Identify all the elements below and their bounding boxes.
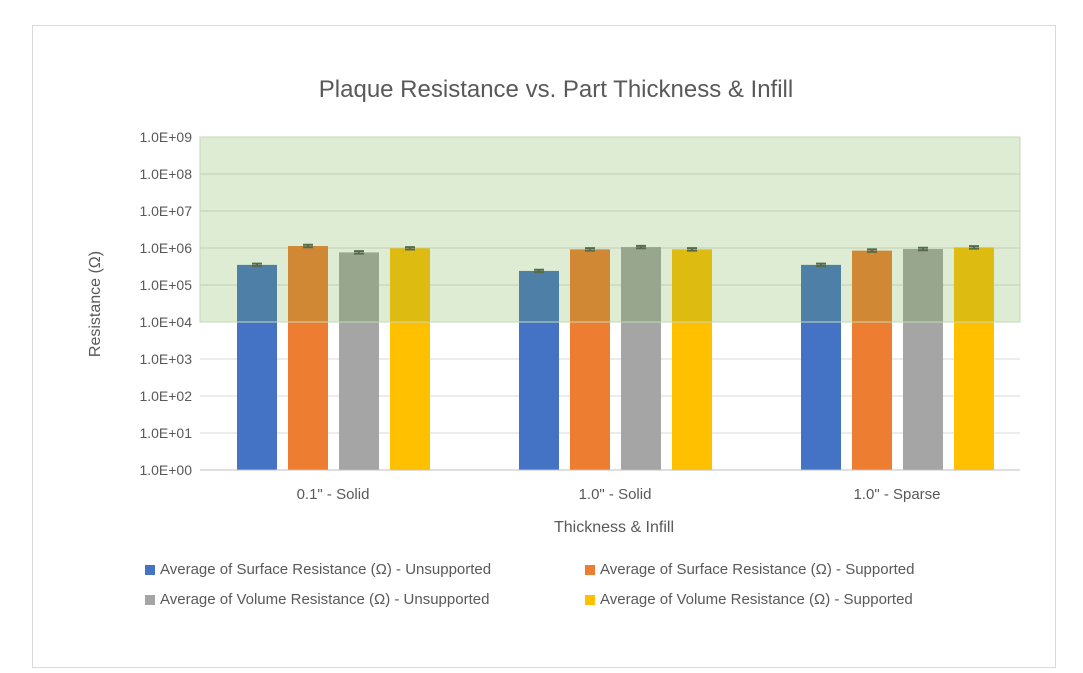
error-bar	[816, 262, 826, 268]
y-tick-label: 1.0E+06	[139, 240, 192, 256]
legend-swatch	[145, 594, 155, 605]
y-tick-label: 1.0E+08	[139, 166, 192, 182]
error-bar	[303, 243, 313, 249]
error-bar	[405, 246, 415, 251]
legend-item: Average of Volume Resistance (Ω) - Unsup…	[145, 591, 489, 608]
bar	[903, 248, 943, 470]
shaded-band	[199, 136, 1021, 323]
legend-label: Average of Surface Resistance (Ω) - Supp…	[600, 561, 915, 578]
y-tick-label: 1.0E+09	[139, 129, 192, 145]
x-tick-label: 1.0" - Sparse	[853, 486, 940, 503]
y-tick-label: 1.0E+01	[139, 425, 192, 441]
bar	[390, 248, 430, 470]
legend-swatch	[145, 564, 155, 575]
bar	[570, 249, 610, 470]
bar	[672, 249, 712, 470]
error-bar	[252, 262, 262, 268]
legend-swatch	[585, 564, 595, 575]
legend-item: Average of Volume Resistance (Ω) - Suppo…	[585, 591, 913, 608]
bar	[339, 252, 379, 470]
bar	[237, 264, 277, 470]
error-bar	[687, 247, 697, 252]
y-axis-label: Resistance (Ω)	[87, 251, 104, 357]
chart-frame	[32, 25, 1056, 668]
legend-label: Average of Volume Resistance (Ω) - Suppo…	[600, 591, 913, 608]
legend-swatch	[585, 594, 595, 605]
y-tick-label: 1.0E+07	[139, 203, 192, 219]
error-bar	[585, 247, 595, 252]
bar	[288, 246, 328, 470]
legend-item: Average of Surface Resistance (Ω) - Unsu…	[145, 561, 491, 578]
x-tick-label: 1.0" - Solid	[579, 486, 652, 503]
error-bar	[354, 250, 364, 255]
bar	[954, 247, 994, 470]
legend-label: Average of Volume Resistance (Ω) - Unsup…	[160, 591, 490, 608]
error-bar	[918, 246, 928, 252]
bar	[852, 250, 892, 470]
error-bar	[636, 244, 646, 250]
x-axis-label: Thickness & Infill	[554, 519, 674, 536]
bar	[519, 270, 559, 470]
chart-title: Plaque Resistance vs. Part Thickness & I…	[319, 76, 793, 103]
bar	[621, 247, 661, 470]
y-tick-label: 1.0E+04	[139, 314, 192, 330]
error-bar	[969, 245, 979, 250]
y-tick-label: 1.0E+02	[139, 388, 192, 404]
y-tick-label: 1.0E+05	[139, 277, 192, 293]
error-bar	[534, 268, 544, 274]
x-tick-label: 0.1" - Solid	[297, 486, 370, 503]
error-bar	[867, 248, 877, 253]
bar	[801, 264, 841, 470]
y-tick-label: 1.0E+03	[139, 351, 192, 367]
y-tick-label: 1.0E+00	[139, 462, 192, 478]
legend-item: Average of Surface Resistance (Ω) - Supp…	[585, 561, 914, 578]
legend-label: Average of Surface Resistance (Ω) - Unsu…	[160, 561, 492, 578]
